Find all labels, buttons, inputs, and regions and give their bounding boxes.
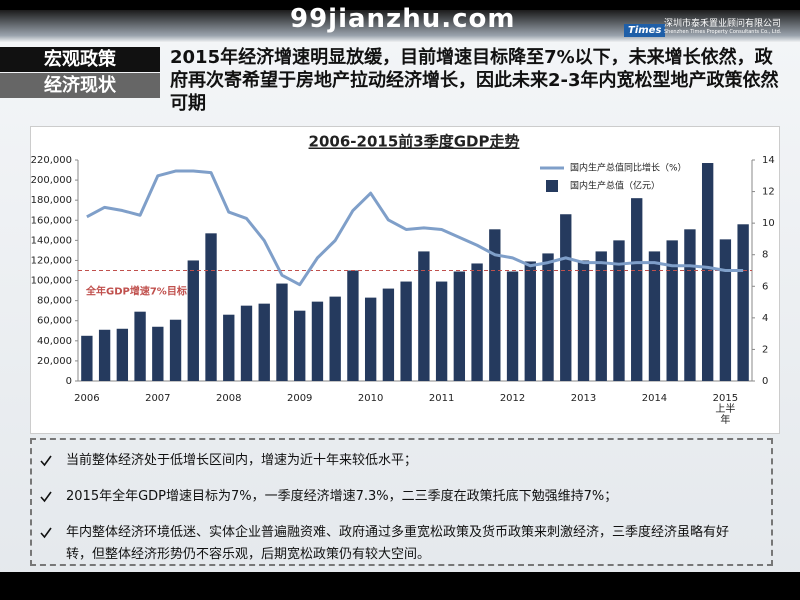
bullet: 当前整体经济处于低增长区间内，增速为近十年来较低水平； [40, 450, 751, 472]
bar [152, 326, 164, 381]
bar [258, 303, 270, 381]
y-tick-label: 200,000 [31, 175, 72, 186]
y2-tick-label: 8 [762, 250, 768, 261]
chart-title: 2006-2015前3季度GDP走势 [309, 133, 520, 151]
x-tick-label: 2015 上半年 [713, 393, 738, 426]
bar [240, 305, 253, 381]
x-tick-label: 2006 [74, 393, 99, 404]
legend-label: 国内生产总值（亿元） [570, 180, 660, 192]
bar [311, 301, 324, 381]
headline: 2015年经济增速明显放缓，目前增速目标降至7%以下，未来增长依然，政府再次寄希… [170, 47, 779, 114]
bar [648, 251, 661, 381]
bar [453, 271, 466, 381]
bullet-text: 2015年全年GDP增速目标为7%，一季度经济增速7.3%，二三季度在政策托底下… [66, 489, 618, 504]
bar [81, 335, 93, 381]
x-tick-label: 2012 [500, 393, 525, 404]
bar [560, 214, 572, 381]
company-cn: 深圳市泰禾置业顾问有限公司 [664, 19, 782, 29]
top-bar [0, 0, 800, 10]
bar [506, 271, 519, 381]
bar [631, 198, 643, 381]
x-tick-label: 2007 [145, 393, 170, 404]
x-tick-label: 2011 [429, 393, 454, 404]
bar [595, 251, 607, 381]
y2-tick-label: 2 [762, 344, 768, 355]
watermark: 99jianzhu.com [290, 4, 516, 34]
bar [435, 281, 448, 381]
sidebar-label: 宏观政策 [0, 47, 160, 72]
chart: 2006-2015前3季度GDP走势 020,00040,00060,00080… [31, 133, 775, 427]
y2-tick-label: 10 [762, 218, 775, 229]
bar [577, 260, 590, 381]
check-icon [40, 491, 52, 503]
bar [382, 288, 395, 381]
y-tick-label: 40,000 [37, 336, 72, 347]
reference-label: 全年GDP增速7%目标 [85, 285, 187, 298]
check-icon [40, 455, 52, 467]
bar [524, 261, 536, 381]
bar [364, 297, 377, 381]
bar [719, 239, 732, 381]
bar [542, 253, 554, 381]
y-tick-label: 180,000 [31, 195, 72, 206]
bullets-box: 当前整体经济处于低增长区间内，增速为近十年来较低水平； 2015年全年GDP增速目… [30, 438, 773, 566]
y-tick-label: 0 [66, 376, 72, 387]
y-tick-label: 20,000 [37, 356, 72, 367]
check-icon [40, 527, 52, 539]
y-tick-label: 100,000 [31, 276, 72, 287]
bullet: 年内整体经济环境低迷、实体企业普遍融资难、政府通过多重宽松政策及货币政策来刺激经… [40, 522, 751, 566]
legend-label: 国内生产总值同比增长（%） [570, 162, 687, 174]
bar [737, 224, 749, 381]
bar [489, 229, 501, 381]
bar [294, 310, 306, 381]
bar [613, 240, 625, 381]
x-tick-label: 2010 [358, 393, 383, 404]
y-tick-label: 220,000 [31, 155, 72, 166]
bar [666, 240, 678, 381]
bar [418, 251, 430, 381]
bar [684, 229, 696, 381]
bar [116, 328, 129, 381]
bar [169, 319, 182, 381]
bar [329, 296, 341, 381]
y-tick-label: 160,000 [31, 215, 72, 226]
bullet-text: 当前整体经济处于低增长区间内，增速为近十年来较低水平； [66, 453, 418, 468]
logo: Times [624, 24, 666, 37]
bottom-bar [0, 572, 800, 600]
bar [134, 311, 146, 381]
header-band [0, 10, 800, 42]
bar [276, 283, 288, 381]
bar [98, 329, 111, 381]
bar [223, 314, 235, 381]
x-tick-label: 2013 [571, 393, 596, 404]
company-en: Shenzhen Times Property Consultants Co.,… [664, 29, 782, 35]
y2-tick-label: 6 [762, 281, 768, 292]
x-tick-label: 2014 [642, 393, 667, 404]
bullet: 2015年全年GDP增速目标为7%，一季度经济增速7.3%，二三季度在政策托底下… [40, 486, 751, 508]
y-tick-label: 120,000 [31, 255, 72, 266]
x-tick-label: 2008 [216, 393, 241, 404]
sidebar-label: 经济现状 [0, 73, 160, 98]
bullet-text: 年内整体经济环境低迷、实体企业普遍融资难、政府通过多重宽松政策及货币政策来刺激经… [66, 525, 730, 562]
y-tick-label: 140,000 [31, 235, 72, 246]
y2-tick-label: 14 [762, 155, 775, 166]
x-tick-label: 2009 [287, 393, 312, 404]
bar [187, 260, 199, 381]
bar [471, 263, 483, 381]
bar [400, 281, 412, 381]
line [86, 169, 744, 287]
y-tick-label: 80,000 [37, 296, 72, 307]
bar [205, 233, 217, 381]
y2-tick-label: 0 [762, 376, 768, 387]
legend-swatch [546, 180, 558, 192]
y2-tick-label: 4 [762, 313, 768, 324]
bar [701, 163, 714, 381]
y2-tick-label: 12 [762, 187, 775, 198]
y-tick-label: 60,000 [37, 316, 72, 327]
bar [347, 270, 359, 381]
